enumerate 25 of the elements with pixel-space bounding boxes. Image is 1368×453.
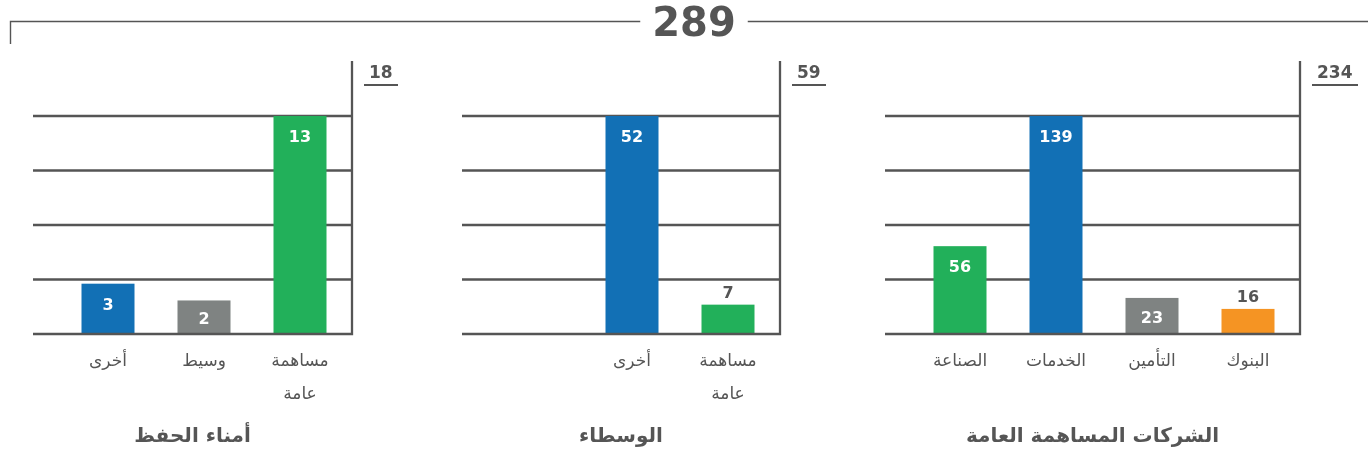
data-label: 13 [288, 127, 312, 146]
data-label: 2 [198, 309, 210, 329]
annotation: 59 [792, 62, 826, 86]
category-label: وسيط [181, 349, 227, 372]
title: الشركات المساهمة العامة [964, 422, 1220, 449]
title: 289 [652, 0, 736, 45]
category-label: الخدمات [1024, 349, 1088, 372]
data-label: 139 [1039, 127, 1073, 146]
data-label: 23 [1140, 307, 1164, 327]
data-label: 56 [948, 257, 972, 277]
category-label: أخرى [612, 348, 652, 372]
data-label: 16 [1236, 286, 1260, 306]
category-label: التأمين [1127, 347, 1177, 372]
category-label: أخرى [88, 348, 128, 372]
title: أمناء الحفظ [133, 421, 252, 449]
category-label: مساهمة عامة [698, 349, 758, 405]
annotation: 18 [364, 62, 398, 86]
category-label: البنوك [1225, 349, 1271, 372]
data-label: 7 [722, 282, 734, 302]
category-label: مساهمة عامة [270, 349, 330, 405]
category-label: الصناعة [931, 349, 989, 372]
data-label: 3 [102, 294, 114, 314]
annotation: 234 [1312, 62, 1358, 86]
title: الوسطاء [578, 422, 664, 449]
data-label: 52 [620, 127, 644, 146]
